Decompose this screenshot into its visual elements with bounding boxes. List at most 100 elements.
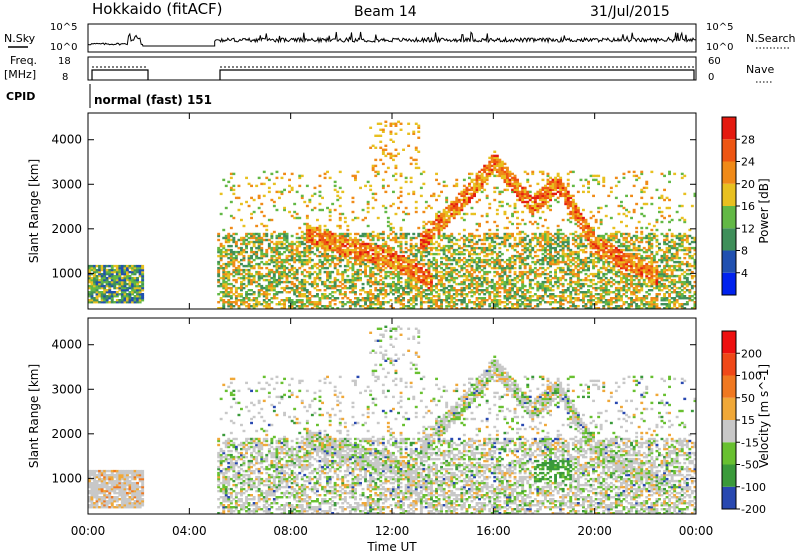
power-cell: [105, 280, 109, 284]
power-cell: [323, 258, 327, 262]
power-cell: [475, 276, 479, 280]
power-cell: [374, 250, 378, 254]
power-cell: [250, 184, 253, 188]
power-cell: [290, 268, 294, 272]
power-cell: [247, 293, 251, 296]
power-cell: [128, 299, 132, 302]
power-cell: [551, 194, 555, 198]
power-cell: [278, 240, 281, 244]
power-cell: [435, 270, 438, 274]
power-cell: [384, 301, 388, 304]
power-cell: [447, 218, 451, 222]
power-cell: [569, 212, 573, 216]
power-cell: [392, 293, 395, 296]
power-cell: [440, 289, 443, 292]
power-cell: [506, 289, 509, 292]
power-cell: [526, 178, 530, 182]
power-cell: [430, 276, 433, 280]
power-cell: [298, 252, 302, 256]
power-cell: [493, 303, 497, 306]
power-cell: [285, 258, 289, 262]
power-cell: [414, 258, 418, 262]
power-cell: [341, 297, 345, 300]
power-cell: [348, 232, 352, 236]
power-cell: [452, 236, 456, 240]
power-cell: [422, 280, 426, 284]
power-cell: [240, 282, 243, 286]
power-cell: [224, 264, 228, 268]
power-cell: [120, 286, 124, 290]
power-cell: [359, 246, 362, 250]
power-cell: [576, 282, 580, 286]
power-cell: [549, 295, 552, 298]
power-cell: [404, 206, 408, 210]
power-cell: [250, 196, 253, 200]
power-cell: [300, 258, 304, 262]
power-cell: [364, 303, 367, 306]
power-cell: [462, 240, 466, 244]
power-cell: [336, 297, 340, 300]
power-cell: [584, 222, 588, 226]
power-cell: [574, 208, 578, 212]
power-cell: [533, 272, 537, 276]
power-cell: [389, 260, 393, 264]
power-cell: [381, 130, 385, 133]
power-cell: [295, 240, 299, 244]
power-cell: [587, 228, 590, 232]
power-cell: [480, 276, 484, 280]
power-cell: [556, 172, 560, 176]
power-cell: [445, 272, 449, 276]
power-cell: [285, 280, 289, 284]
power-cell: [242, 278, 246, 282]
power-cell: [533, 236, 537, 240]
power-cell: [450, 234, 454, 238]
power-cell: [521, 230, 525, 234]
power-cell: [278, 242, 281, 246]
power-cell: [533, 220, 537, 224]
power-cell: [313, 262, 317, 266]
power-cell: [93, 276, 96, 280]
power-cell: [574, 293, 578, 296]
power-cell: [460, 206, 464, 210]
power-cell: [219, 307, 223, 310]
power-cell: [379, 262, 383, 266]
power-cell: [359, 258, 362, 262]
power-cell: [508, 236, 512, 240]
power-cell: [559, 305, 563, 308]
power-cell: [503, 238, 507, 242]
power-cell: [374, 248, 378, 252]
power-cell: [364, 264, 367, 268]
power-cell: [549, 252, 552, 256]
power-cell: [341, 274, 345, 278]
power-cell: [495, 170, 499, 174]
power-cell: [321, 254, 324, 258]
power-cell: [280, 192, 284, 196]
power-cell: [455, 289, 459, 292]
power-cell: [300, 264, 304, 268]
power-cell: [133, 291, 137, 294]
power-cell: [240, 268, 243, 272]
power-cell: [222, 236, 226, 240]
power-cell: [435, 258, 438, 262]
power-cell: [569, 280, 573, 284]
power-cell: [262, 254, 266, 258]
power-cell: [599, 206, 603, 210]
power-cell: [356, 216, 360, 220]
power-cell: [351, 278, 355, 282]
power-cell: [364, 268, 367, 272]
power-cell: [452, 200, 456, 204]
power-cell: [516, 254, 519, 258]
power-cell: [394, 264, 398, 268]
power-cell: [462, 248, 466, 252]
power-cell: [257, 242, 261, 246]
power-cell: [247, 282, 251, 286]
power-cell: [500, 162, 504, 166]
power-cell: [528, 305, 532, 308]
power-cell: [234, 299, 238, 302]
power-cell: [354, 248, 357, 252]
power-cell: [303, 258, 307, 262]
power-cell: [308, 244, 312, 248]
power-cell: [399, 236, 403, 240]
power-cell: [582, 208, 585, 212]
power-cell: [374, 260, 378, 264]
